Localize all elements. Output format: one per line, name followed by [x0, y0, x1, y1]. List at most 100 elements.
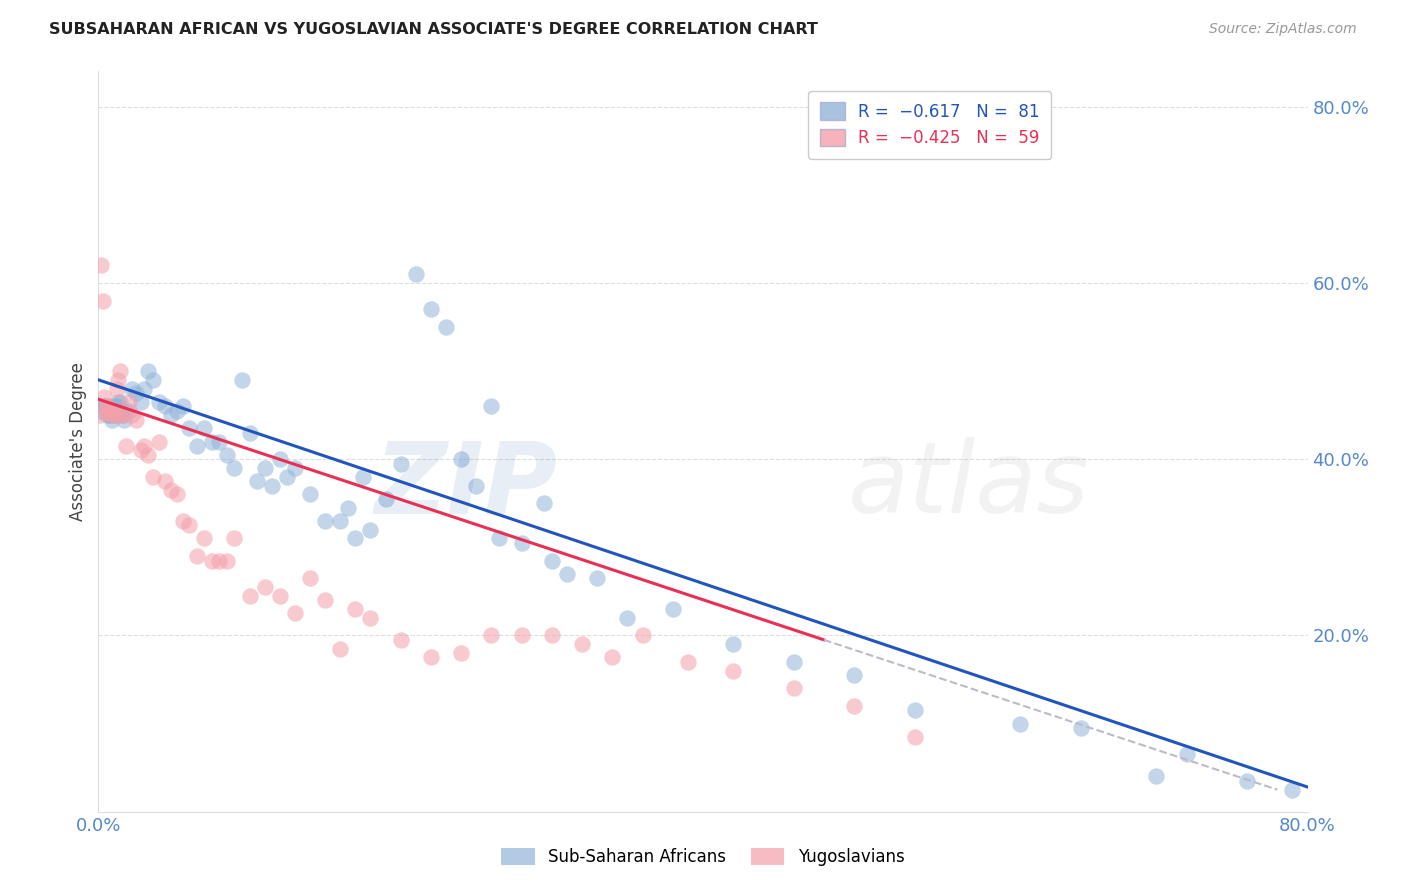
- Point: [121, 408, 143, 422]
- Point: [90, 403, 112, 417]
- Point: [208, 434, 231, 449]
- Point: [118, 403, 141, 417]
- Point: [104, 408, 127, 422]
- Point: [299, 487, 322, 501]
- Point: [246, 474, 269, 488]
- Point: [96, 399, 118, 413]
- Text: ZIP: ZIP: [375, 437, 558, 534]
- Point: [374, 491, 396, 506]
- Point: [105, 399, 128, 413]
- Point: [148, 434, 170, 449]
- Point: [540, 553, 562, 567]
- Point: [186, 439, 208, 453]
- Point: [284, 607, 307, 621]
- Point: [101, 403, 124, 417]
- Point: [110, 408, 132, 422]
- Point: [224, 532, 246, 546]
- Point: [450, 646, 472, 660]
- Point: [481, 628, 503, 642]
- Legend: R =  −0.617   N =  81, R =  −0.425   N =  59: R = −0.617 N = 81, R = −0.425 N = 59: [808, 91, 1052, 159]
- Point: [179, 518, 201, 533]
- Point: [93, 391, 115, 405]
- Point: [314, 593, 336, 607]
- Point: [107, 373, 129, 387]
- Point: [94, 403, 117, 417]
- Point: [389, 632, 412, 647]
- Point: [125, 412, 148, 426]
- Point: [129, 443, 152, 458]
- Point: [160, 408, 183, 422]
- Point: [783, 681, 806, 696]
- Point: [148, 395, 170, 409]
- Point: [262, 478, 284, 492]
- Text: Source: ZipAtlas.com: Source: ZipAtlas.com: [1209, 22, 1357, 37]
- Point: [91, 399, 114, 413]
- Point: [783, 655, 806, 669]
- Point: [465, 478, 488, 492]
- Point: [153, 474, 176, 488]
- Point: [540, 628, 562, 642]
- Point: [94, 399, 117, 413]
- Point: [450, 452, 472, 467]
- Point: [299, 571, 322, 585]
- Point: [208, 553, 231, 567]
- Point: [336, 500, 359, 515]
- Point: [108, 364, 131, 378]
- Point: [193, 532, 215, 546]
- Point: [105, 382, 128, 396]
- Point: [186, 549, 208, 563]
- Point: [96, 399, 118, 413]
- Point: [98, 408, 121, 422]
- Point: [329, 641, 352, 656]
- Point: [125, 386, 148, 401]
- Point: [100, 408, 122, 422]
- Point: [352, 470, 374, 484]
- Point: [616, 611, 638, 625]
- Point: [661, 602, 683, 616]
- Point: [166, 403, 188, 417]
- Point: [586, 571, 609, 585]
- Point: [314, 514, 336, 528]
- Point: [111, 408, 134, 422]
- Point: [103, 403, 125, 417]
- Point: [239, 425, 262, 440]
- Point: [101, 412, 124, 426]
- Point: [844, 698, 866, 713]
- Point: [533, 496, 555, 510]
- Point: [239, 589, 262, 603]
- Point: [90, 258, 112, 272]
- Point: [276, 470, 298, 484]
- Point: [121, 382, 143, 396]
- Point: [93, 399, 115, 413]
- Point: [179, 421, 201, 435]
- Point: [118, 395, 141, 409]
- Point: [110, 403, 132, 417]
- Point: [253, 461, 276, 475]
- Point: [631, 628, 654, 642]
- Point: [193, 421, 215, 435]
- Point: [104, 408, 127, 422]
- Point: [172, 399, 194, 413]
- Point: [269, 589, 291, 603]
- Point: [112, 412, 135, 426]
- Point: [103, 399, 125, 413]
- Point: [510, 536, 533, 550]
- Point: [1236, 773, 1258, 788]
- Point: [201, 434, 224, 449]
- Point: [215, 553, 238, 567]
- Point: [676, 655, 699, 669]
- Point: [510, 628, 533, 642]
- Point: [434, 320, 457, 334]
- Point: [129, 395, 152, 409]
- Legend: Sub-Saharan Africans, Yugoslavians: Sub-Saharan Africans, Yugoslavians: [495, 841, 911, 873]
- Point: [344, 532, 367, 546]
- Y-axis label: Associate's Degree: Associate's Degree: [69, 362, 87, 521]
- Point: [844, 668, 866, 682]
- Point: [1175, 747, 1198, 762]
- Point: [571, 637, 593, 651]
- Point: [253, 580, 276, 594]
- Point: [344, 602, 367, 616]
- Point: [389, 457, 412, 471]
- Point: [1144, 769, 1167, 783]
- Point: [405, 267, 427, 281]
